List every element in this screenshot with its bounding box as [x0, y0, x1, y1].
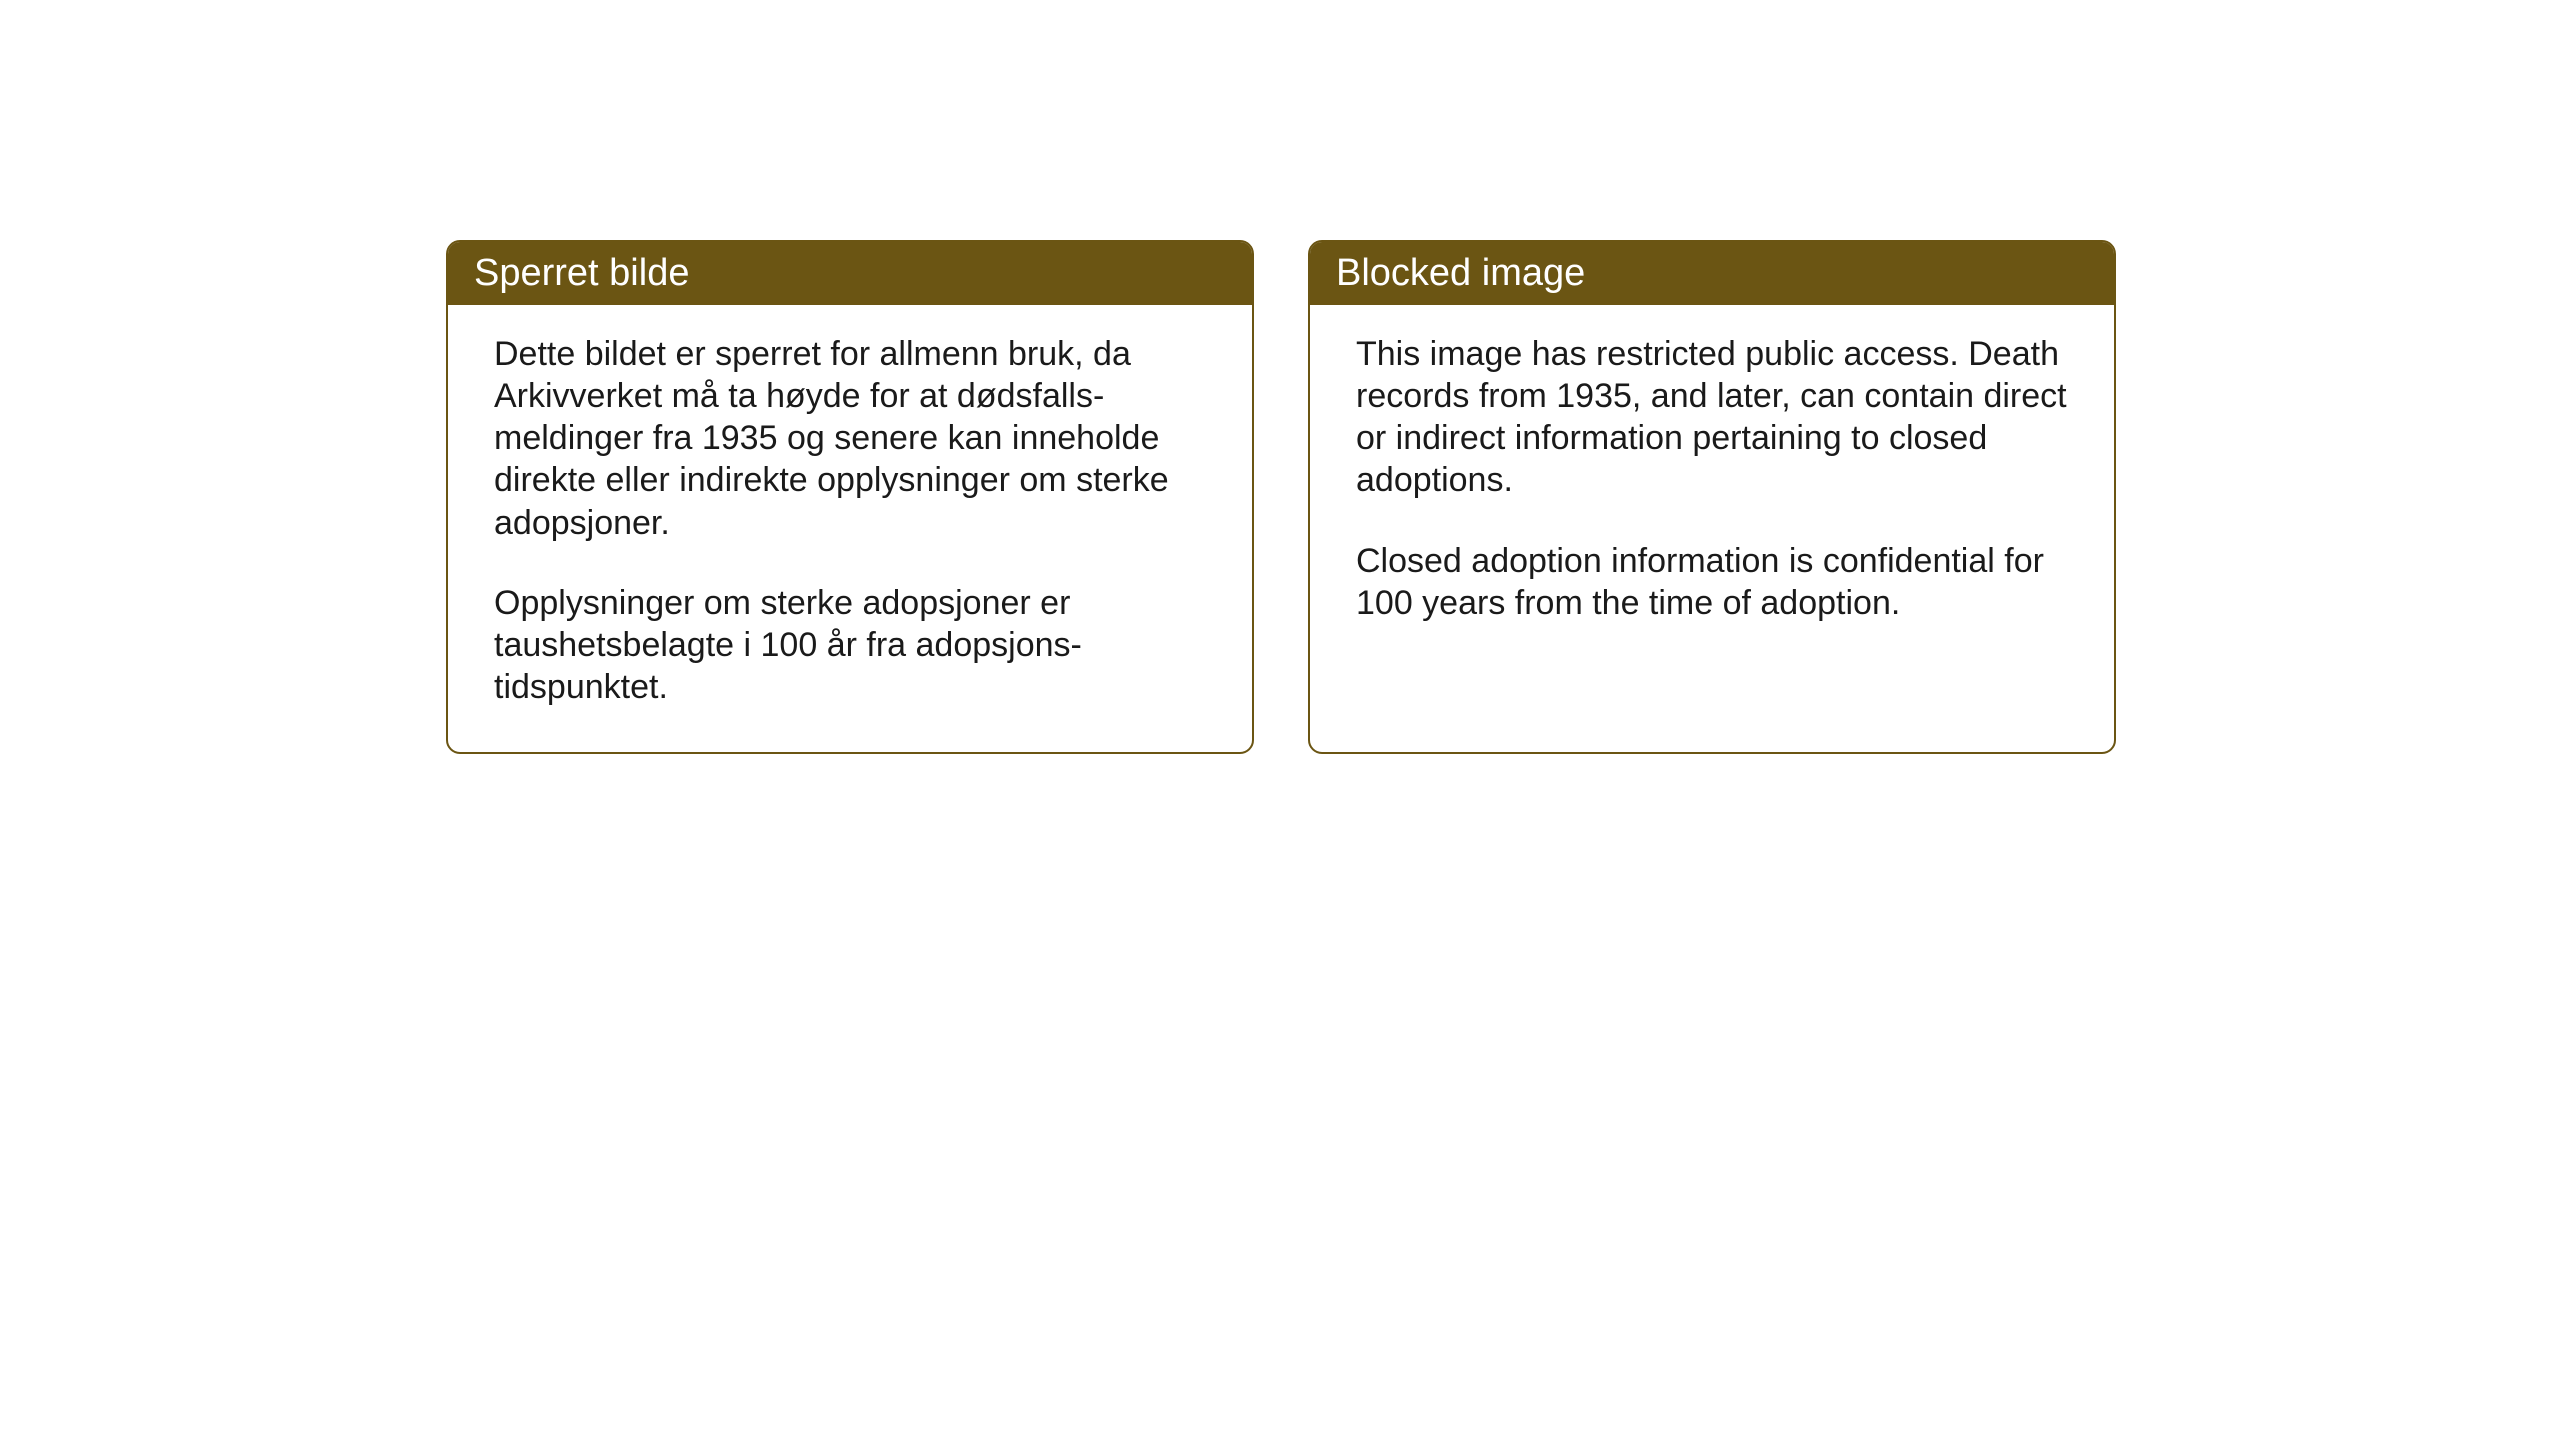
- card-paragraph-2-english: Closed adoption information is confident…: [1356, 540, 2068, 624]
- card-header-english: Blocked image: [1310, 242, 2114, 305]
- card-title-english: Blocked image: [1336, 252, 1585, 294]
- card-paragraph-1-norwegian: Dette bildet er sperret for allmenn bruk…: [494, 333, 1206, 544]
- card-paragraph-2-norwegian: Opplysninger om sterke adopsjoner er tau…: [494, 582, 1206, 708]
- card-header-norwegian: Sperret bilde: [448, 242, 1252, 305]
- card-body-english: This image has restricted public access.…: [1310, 305, 2114, 668]
- card-body-norwegian: Dette bildet er sperret for allmenn bruk…: [448, 305, 1252, 752]
- card-norwegian: Sperret bilde Dette bildet er sperret fo…: [446, 240, 1254, 754]
- card-paragraph-1-english: This image has restricted public access.…: [1356, 333, 2068, 502]
- cards-container: Sperret bilde Dette bildet er sperret fo…: [446, 240, 2116, 754]
- card-english: Blocked image This image has restricted …: [1308, 240, 2116, 754]
- card-title-norwegian: Sperret bilde: [474, 252, 689, 294]
